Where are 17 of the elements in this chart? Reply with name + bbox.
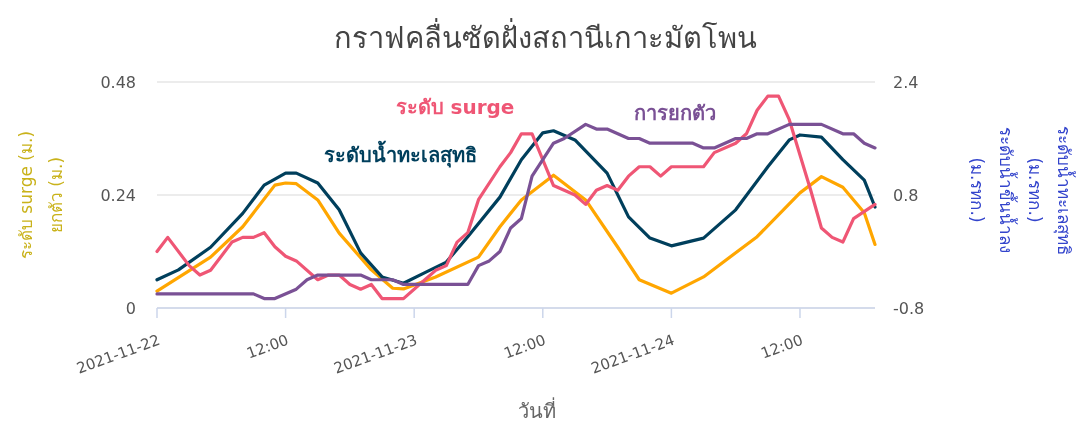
series-label: การยกตัว bbox=[634, 101, 716, 125]
y-axis-title: ระดับ surge (ม.) ยกตัว (ม.) bbox=[16, 130, 66, 260]
y-tick-label: 0.24 bbox=[100, 186, 136, 205]
line-series bbox=[155, 173, 877, 295]
y-tick-label: 0 bbox=[125, 299, 136, 318]
y2-axis-title: ระดับน้ำทะเลสุทธิ (ม.รทก.) ระดับน้ำขึ้นน้ำลง (ม.รทก.) bbox=[967, 125, 1076, 255]
x-tick-label: 12:00 bbox=[758, 330, 806, 363]
series-label: ระดับ surge bbox=[395, 95, 515, 119]
x-axis-title: วันที่ bbox=[518, 397, 556, 423]
chart-title: กราฟคลื่นซัดฝั่งสถานีเกาะมัตโพน bbox=[333, 18, 757, 55]
y2-tick-label: -0.8 bbox=[893, 299, 925, 318]
y2-tick-label: 0.8 bbox=[893, 186, 919, 205]
y-tick-label: 0.48 bbox=[100, 73, 136, 92]
x-tick-label: 12:00 bbox=[501, 330, 549, 363]
series-label: ระดับน้ำทะเลสุทธิ bbox=[323, 140, 477, 168]
y2-tick-label: 2.4 bbox=[893, 73, 919, 92]
x-tick-label: 12:00 bbox=[244, 330, 291, 363]
